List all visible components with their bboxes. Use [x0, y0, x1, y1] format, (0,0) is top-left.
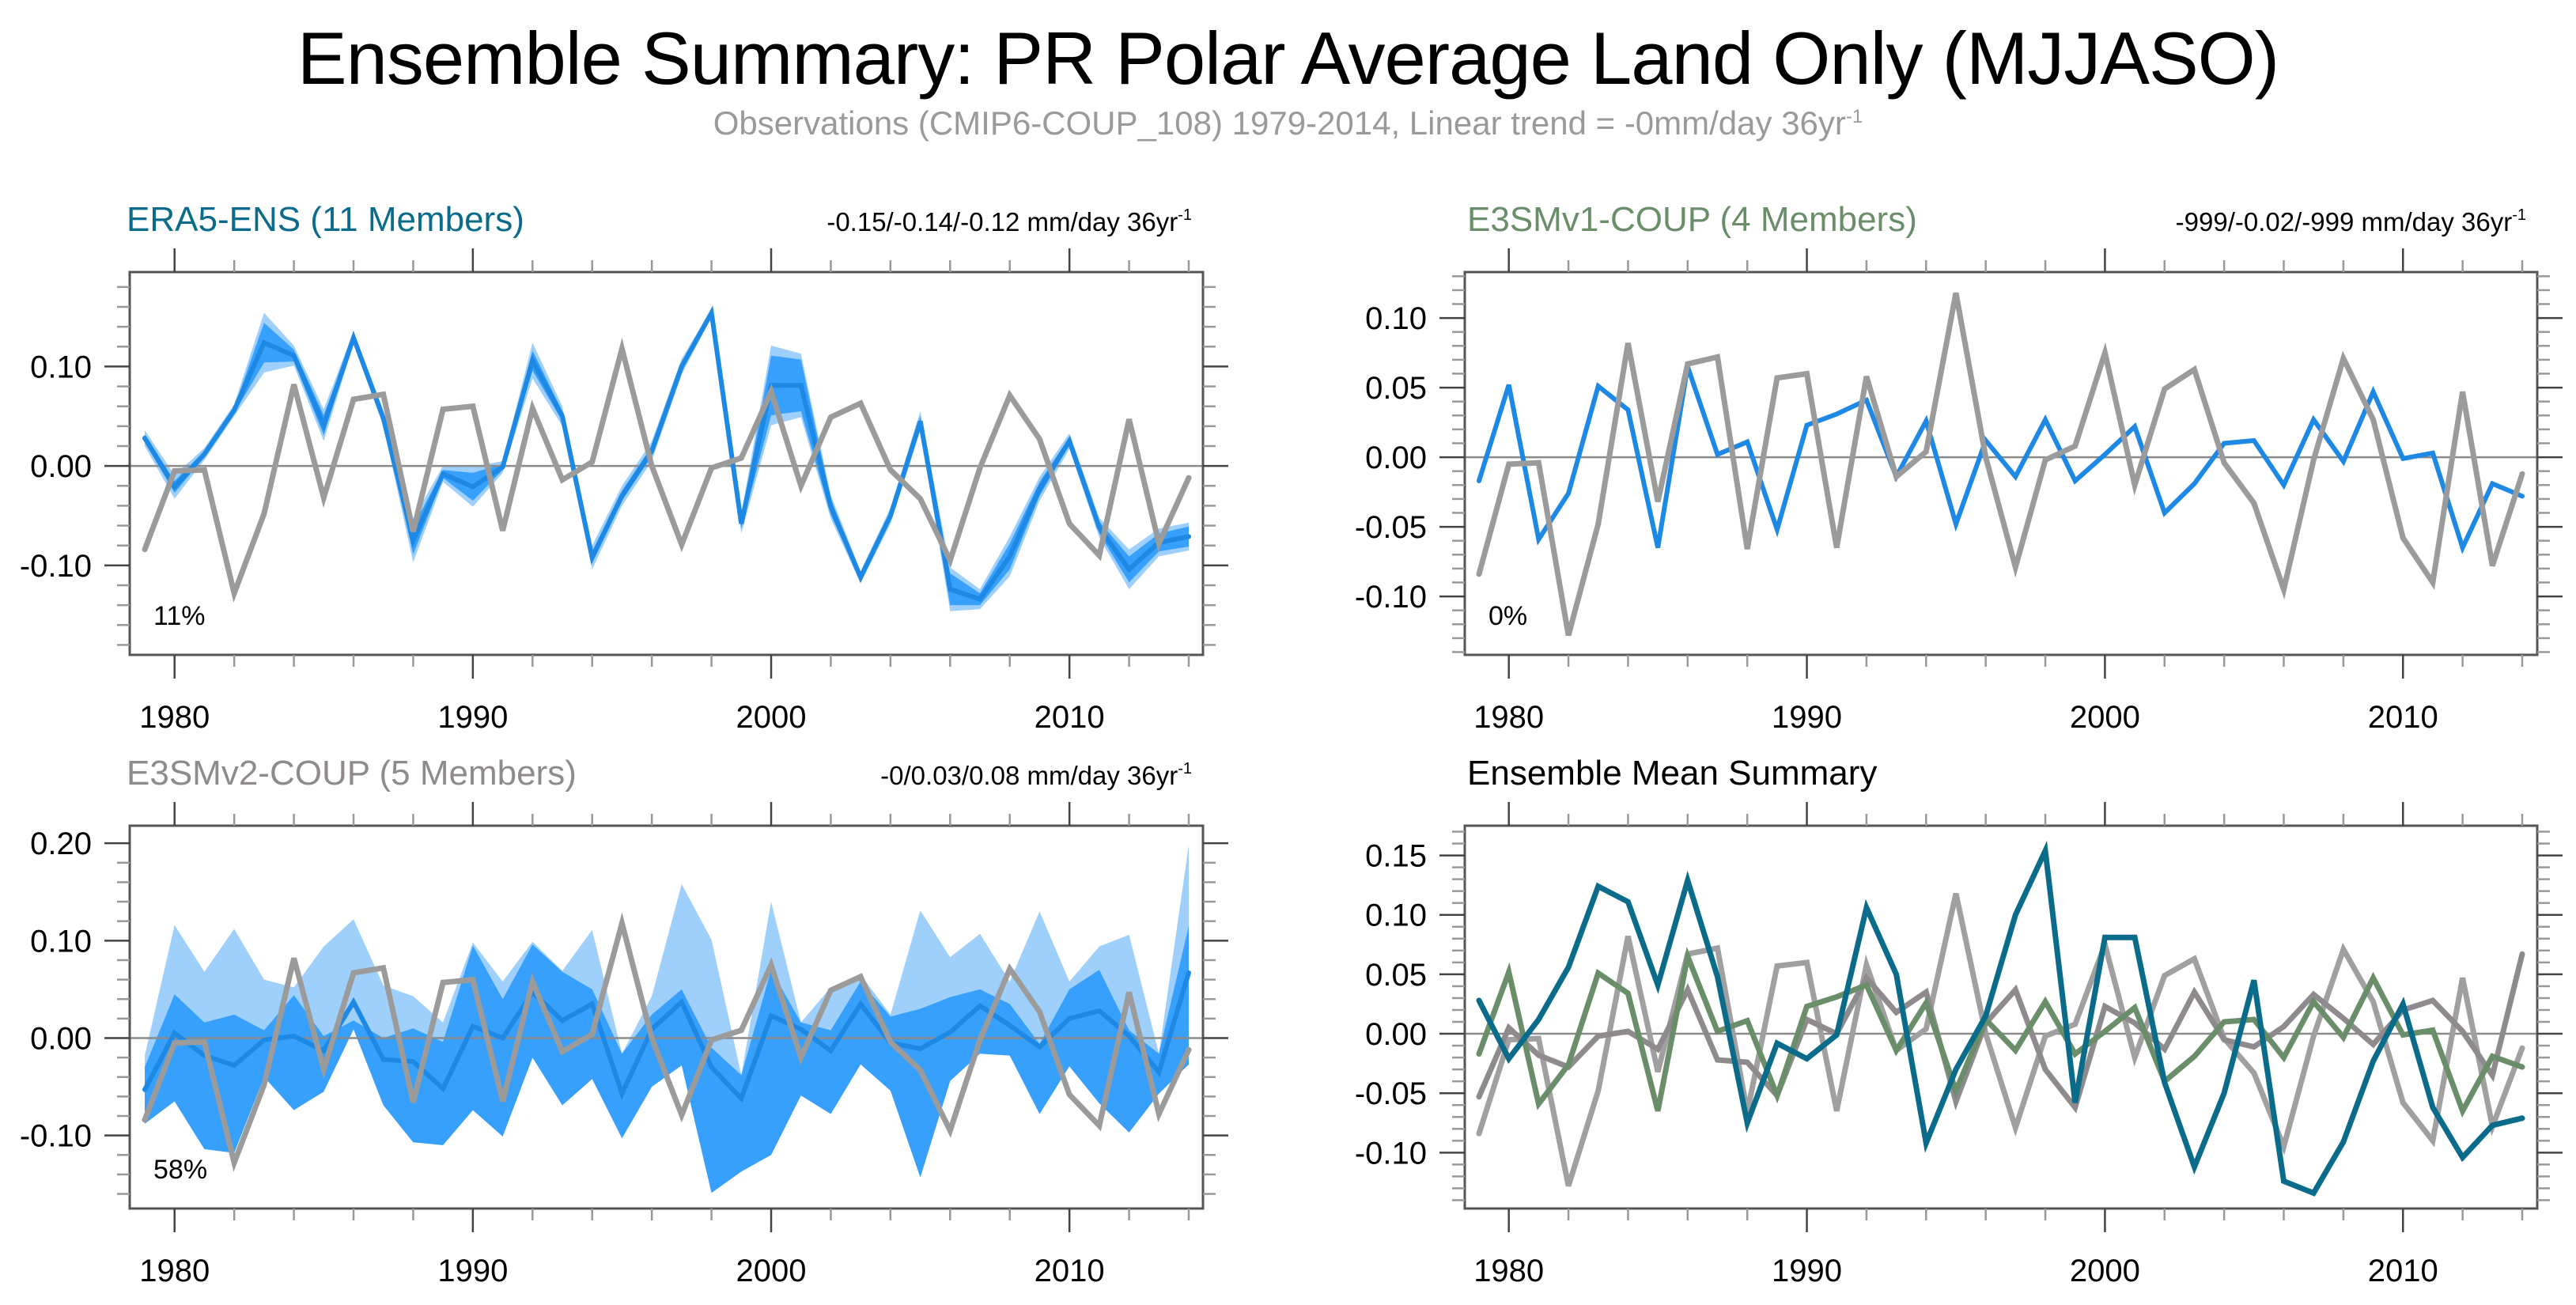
series-line-observations — [142, 337, 1192, 603]
panel-e3smv2: E3SMv2-COUP (5 Members) -0/0.03/0.08 mm/d… — [20, 754, 1228, 1288]
plot-area — [130, 845, 1203, 1193]
y-tick-label: 0.10 — [1365, 301, 1427, 336]
trend-label: -0/0.03/0.08 mm/day 36yr-1 — [880, 760, 1192, 790]
y-tick-label: 0.15 — [1365, 839, 1427, 874]
y-tick-label: 0.05 — [1365, 958, 1427, 993]
x-tick-label: 2000 — [736, 700, 807, 735]
series-line-series-2 — [1476, 946, 2525, 1118]
panel-summary: Ensemble Mean Summary -0.10 -0.05 0.00 0.05 0… — [1355, 754, 2563, 1288]
plot-frame — [128, 270, 1205, 656]
y-tick-label: 0.10 — [30, 924, 92, 959]
percent-label: 11% — [153, 601, 206, 631]
figure-subtitle: Observations (CMIP6-COUP_108) 1979-2014,… — [0, 104, 2576, 142]
x-tick-label: 1990 — [437, 1254, 508, 1288]
series-line-observations — [142, 912, 1192, 1172]
y-tick-label: -0.10 — [1355, 580, 1427, 615]
x-tick-label: 1980 — [1473, 700, 1544, 735]
y-tick-label: -0.10 — [20, 1119, 92, 1154]
y-tick-label: 0.20 — [30, 826, 92, 861]
plot-area — [130, 305, 1203, 611]
panel-e3smv1: E3SMv1-COUP (4 Members) -999/-0.02/-999 m… — [1355, 200, 2563, 735]
y-tick-label: 0.05 — [1365, 371, 1427, 406]
trend-superscript: -1 — [2512, 206, 2526, 224]
x-tick-label: 2010 — [2368, 700, 2438, 735]
plot-area — [1465, 840, 2537, 1197]
panel-title: E3SMv2-COUP (5 Members) — [127, 754, 577, 792]
x-tick-label: 1980 — [1473, 1254, 1544, 1288]
trend-text: -0/0.03/0.08 mm/day 36yr — [880, 761, 1178, 790]
plot-area — [1465, 292, 2537, 637]
y-tick-label: 0.10 — [30, 350, 92, 384]
x-tick-label: 2000 — [736, 1254, 807, 1288]
percent-label: 58% — [153, 1155, 207, 1185]
trend-label: -999/-0.02/-999 mm/day 36yr-1 — [2176, 206, 2526, 236]
y-tick-label: -0.10 — [20, 549, 92, 584]
y-tick-label: 0.00 — [30, 1021, 92, 1056]
y-tick-label: 0.00 — [1365, 441, 1427, 475]
trend-text: -0.15/-0.14/-0.12 mm/day 36yr — [827, 207, 1178, 236]
plot-frame — [128, 824, 1205, 1210]
x-tick-label: 2010 — [1035, 700, 1105, 735]
series-line-series-3 — [1476, 840, 2525, 1197]
series-line-ensemble_mean — [1477, 365, 2525, 554]
x-tick-label: 2000 — [2070, 1254, 2140, 1288]
y-tick-label: 0.00 — [1365, 1017, 1427, 1052]
subtitle-superscript: -1 — [1845, 106, 1863, 127]
panel-title: Ensemble Mean Summary — [1467, 754, 1877, 792]
y-tick-label: 0.10 — [1365, 898, 1427, 933]
y-tick-label: -0.05 — [1355, 510, 1427, 545]
panel-era5: ERA5-ENS (11 Members) -0.15/-0.14/-0.12 m… — [20, 200, 1228, 735]
percent-label: 0% — [1488, 601, 1527, 631]
trend-superscript: -1 — [1178, 760, 1192, 777]
spread-band-inner — [145, 925, 1189, 1193]
x-tick-label: 2000 — [2070, 700, 2140, 735]
subtitle-text: Observations (CMIP6-COUP_108) 1979-2014,… — [713, 104, 1846, 142]
x-tick-label: 1990 — [1772, 700, 1842, 735]
x-tick-label: 1980 — [139, 1254, 210, 1288]
plot-frame — [1463, 824, 2539, 1210]
x-tick-label: 1990 — [1772, 1254, 1842, 1288]
trend-text: -999/-0.02/-999 mm/day 36yr — [2176, 207, 2513, 236]
x-tick-label: 2010 — [2368, 1254, 2438, 1288]
spread-band-outer — [145, 308, 1189, 611]
plot-frame — [1463, 270, 2539, 656]
series-line-ensemble_mean — [142, 305, 1191, 603]
figure-title: Ensemble Summary: PR Polar Average Land … — [297, 17, 2279, 100]
series-line-observations — [1476, 292, 2525, 637]
trend-superscript: -1 — [1178, 206, 1192, 224]
y-tick-label: 0.00 — [30, 449, 92, 484]
trend-label: -0.15/-0.14/-0.12 mm/day 36yr-1 — [827, 206, 1192, 236]
spread-band-inner — [145, 311, 1189, 606]
x-tick-label: 1990 — [437, 700, 508, 735]
panel-title: ERA5-ENS (11 Members) — [127, 200, 524, 239]
y-tick-label: -0.10 — [1355, 1136, 1427, 1171]
y-tick-label: -0.05 — [1355, 1076, 1427, 1111]
x-tick-label: 2010 — [1035, 1254, 1105, 1288]
panel-title: E3SMv1-COUP (4 Members) — [1467, 200, 1917, 239]
x-tick-label: 1980 — [139, 700, 210, 735]
